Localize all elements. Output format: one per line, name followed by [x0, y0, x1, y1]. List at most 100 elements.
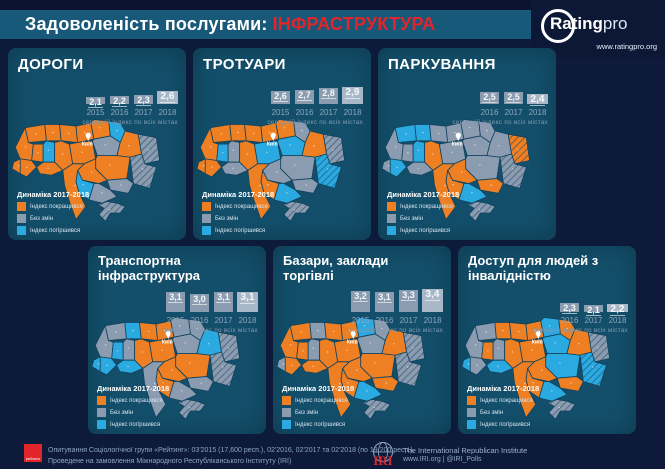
infographic-panel: ТРОТУАРИ 2,6 2,7 2,8 2,9 2015 2016 2017 2018 с… — [193, 48, 371, 240]
legend-item: Індекс покращився — [387, 202, 459, 211]
footer-survey-line1: Опитування Соціологічної групи «Рейтинг»… — [48, 447, 415, 454]
legend-item: Без змін — [282, 408, 354, 417]
map-region-hatch — [282, 201, 311, 222]
city-dot — [551, 390, 553, 392]
legend-swatch-improved — [97, 396, 106, 405]
bar: 2,7 — [295, 90, 314, 104]
bar-group: 2,5 2,5 2,4 — [479, 78, 548, 106]
legend-item-label: Без змін — [30, 215, 54, 222]
ratingpro-logo-bold: Rating — [550, 14, 603, 33]
city-dot — [232, 149, 235, 152]
bar-column: 2,4 — [527, 94, 548, 106]
ukraine-map: Київ — [91, 308, 256, 432]
legend-swatch-same — [282, 408, 291, 417]
city-dot — [268, 131, 271, 134]
ukraine-map: Київ — [11, 106, 176, 238]
bar-value: 3,1 — [237, 292, 258, 304]
city-dot — [406, 366, 409, 368]
bar-year-row: 2015 2016 2017 2018 — [270, 106, 363, 117]
city-dot — [591, 366, 594, 368]
bar-year: 2016 — [560, 316, 579, 325]
bar-year: 2016 — [110, 108, 129, 117]
city-dot — [104, 344, 107, 346]
bar-value: 3,3 — [399, 290, 418, 301]
city-dot — [339, 382, 341, 385]
map-region-hatch — [130, 153, 157, 189]
bar-year-row: 2015 2016 2017 2018 — [165, 314, 258, 325]
city-dot — [35, 133, 38, 135]
city-dot — [141, 168, 144, 170]
legend-swatch-same — [202, 214, 211, 223]
city-dot — [570, 382, 572, 384]
map-legend: Динаміка 2017-2018 Індекс покращився Без … — [387, 190, 459, 235]
city-dot — [373, 406, 376, 409]
ratingpro-logo[interactable]: Ratingpro www.ratingpro.org — [531, 0, 665, 58]
city-dot — [313, 145, 315, 147]
city-dot — [497, 347, 500, 350]
iri-abbr-text: IRI — [373, 453, 393, 468]
map-region — [273, 183, 303, 204]
legend-item: Без змін — [202, 214, 274, 223]
city-dot — [82, 184, 84, 186]
bar: 2,1 — [584, 305, 603, 316]
bar-value-text: 2,8 — [321, 88, 336, 99]
city-dot — [141, 351, 144, 353]
city-dot — [52, 131, 54, 134]
bar: 3,4 — [422, 289, 443, 312]
bar-value-text: 3,1 — [168, 292, 183, 303]
city-dot — [346, 349, 348, 352]
city-dot — [116, 129, 118, 132]
map-region-hatch — [323, 134, 345, 164]
city-dot — [83, 131, 86, 134]
map-region — [62, 163, 87, 220]
city-dot — [502, 329, 504, 332]
chart-caption: середній індекс по всіх містах — [267, 119, 363, 126]
map-region — [406, 161, 434, 176]
city-dot — [393, 343, 395, 345]
legend-items: Індекс покращився Без змін Індекс погіршив… — [97, 396, 169, 429]
rating-group-logo-text: рейтинг — [25, 456, 41, 461]
map-region — [116, 359, 144, 374]
city-dot — [181, 390, 183, 392]
map-region — [307, 338, 321, 361]
map-region-hatch — [218, 332, 240, 362]
chart-caption: середній індекс по всіх містах — [452, 119, 548, 126]
ratingpro-website-link[interactable]: www.ratingpro.org — [596, 42, 657, 51]
chart-caption: середній індекс по всіх містах — [162, 327, 258, 334]
bar-year: 2018 — [608, 316, 627, 325]
city-dot — [312, 365, 314, 368]
city-dot — [405, 133, 408, 135]
legend-item-label: Індекс погіршився — [400, 227, 451, 234]
kyiv-label: Київ — [162, 339, 174, 345]
city-dot — [202, 165, 205, 167]
bar-value: 2,8 — [319, 88, 338, 99]
city-dot — [289, 344, 292, 346]
map-region — [204, 158, 223, 178]
city-dot — [293, 208, 296, 211]
map-region — [327, 361, 352, 418]
iri-links[interactable]: www.IRI.org | @IRI_Polls — [403, 456, 482, 463]
legend-swatch-same — [387, 214, 396, 223]
bar-value: 2,9 — [342, 87, 363, 99]
city-dot — [115, 331, 118, 333]
footer-survey-line2: Проведене на замовлення Міжнародного Рес… — [48, 457, 292, 465]
map-legend: Динаміка 2017-2018 Індекс покращився Без … — [282, 384, 354, 429]
city-dot — [127, 365, 129, 368]
bar: 3,3 — [399, 290, 418, 312]
bar-column: 2,1 — [583, 305, 604, 316]
city-dot — [109, 164, 111, 166]
bar-value-text: 3,0 — [192, 294, 207, 305]
ratingpro-circle-icon — [541, 9, 575, 43]
bar-value-text: 2,1 — [586, 305, 601, 316]
bar-value-text: 2,2 — [112, 96, 127, 107]
legend-item: Індекс покращився — [17, 202, 89, 211]
city-dot — [127, 347, 130, 350]
city-dot — [302, 350, 304, 352]
city-dot — [485, 331, 488, 333]
bar-value: 2,2 — [110, 96, 129, 107]
map-region — [371, 376, 399, 392]
legend-item-label: Індекс покращився — [30, 203, 83, 210]
iri-globe-icon: IRI — [373, 442, 393, 468]
bar: 2,3 — [134, 95, 153, 106]
legend-item-label: Без змін — [480, 409, 504, 416]
